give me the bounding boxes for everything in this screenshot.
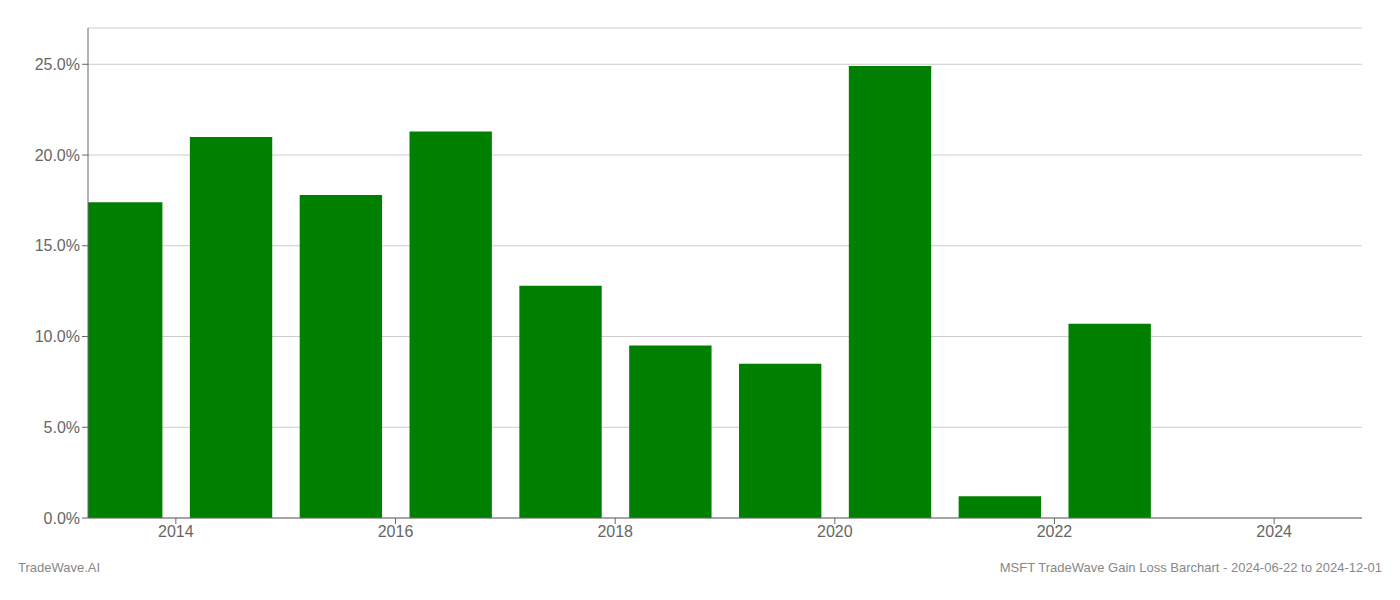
html-text:TradeWave.AI: TradeWave.AI xyxy=(18,560,101,575)
html-text:MSFT TradeWave Gain Loss Barch: MSFT TradeWave Gain Loss Barchart - 2024… xyxy=(999,560,1382,575)
svg-text:10.0%: 10.0% xyxy=(35,328,80,345)
svg-text:0.0%: 0.0% xyxy=(44,510,80,527)
svg-text:2014: 2014 xyxy=(158,523,194,540)
svg-text:20.0%: 20.0% xyxy=(35,147,80,164)
svg-text:2018: 2018 xyxy=(597,523,633,540)
svg-text:5.0%: 5.0% xyxy=(44,419,80,436)
svg-text:2022: 2022 xyxy=(1037,523,1073,540)
svg-text:25.0%: 25.0% xyxy=(35,56,80,73)
svg-text:2020: 2020 xyxy=(817,523,853,540)
svg-text:2016: 2016 xyxy=(378,523,414,540)
svg-text:15.0%: 15.0% xyxy=(35,237,80,254)
svg-text:2024: 2024 xyxy=(1256,523,1292,540)
